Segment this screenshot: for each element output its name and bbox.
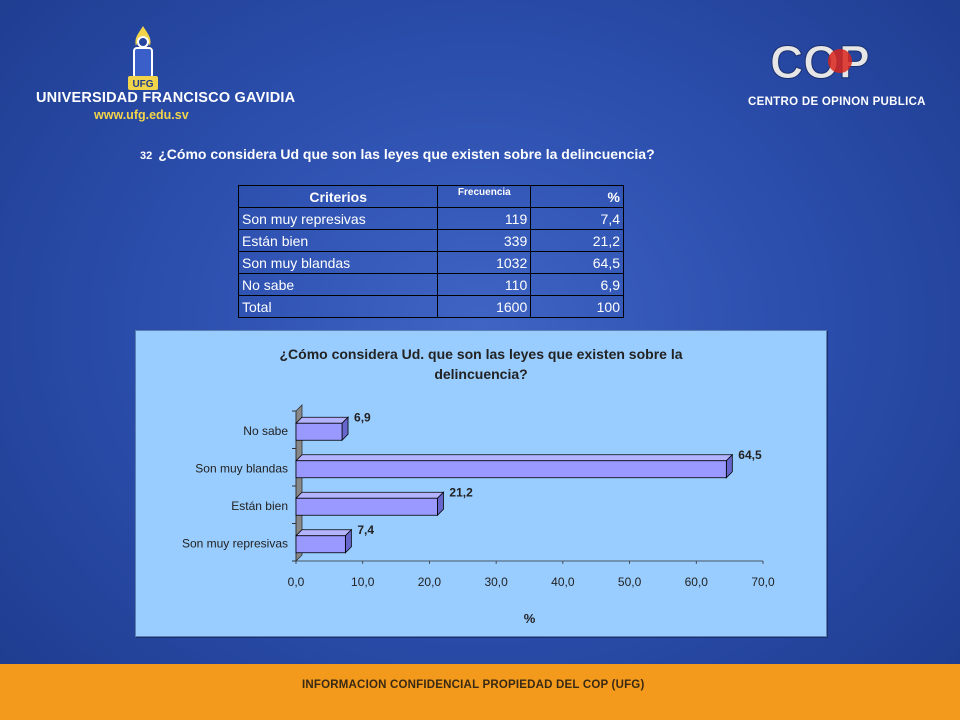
bar-value-label: 7,4 (357, 523, 374, 537)
ufg-emblem-icon: UFG (128, 26, 158, 90)
question-text: ¿Cómo considera Ud que son las leyes que… (158, 146, 655, 162)
table-row: Están bien 339 21,2 (237, 229, 624, 252)
row-pct: 100 (530, 295, 624, 318)
chart-title-line: ¿Cómo considera Ud. que son las leyes qu… (279, 346, 682, 362)
footer-text: INFORMACION CONFIDENCIAL PROPIEDAD DEL C… (302, 679, 645, 691)
row-pct: 64,5 (530, 251, 624, 274)
row-freq: 1600 (437, 295, 532, 318)
row-label: Son muy blandas (237, 251, 439, 274)
emblem-text: UFG (132, 79, 153, 90)
table-header-row: Criterios Frecuencia % (237, 185, 624, 208)
ufg-logo: UFG UNIVERSIDAD FRANCISCO GAVIDIA www.uf… (36, 24, 295, 134)
x-tick-label: 0,0 (288, 575, 305, 589)
bar (295, 535, 346, 554)
frequency-table: Criterios Frecuencia % Son muy represiva… (237, 185, 624, 318)
category-label: No sabe (243, 424, 288, 438)
header-frecuencia: Frecuencia (437, 185, 532, 208)
row-freq: 339 (437, 229, 532, 252)
cop-subtitle: CENTRO DE OPINON PUBLICA (748, 96, 926, 108)
question-number: 32 (140, 150, 153, 162)
university-url[interactable]: www.ufg.edu.sv (94, 108, 189, 122)
bar-value-label: 21,2 (449, 485, 473, 499)
footer-bar: INFORMACION CONFIDENCIAL PROPIEDAD DEL C… (0, 664, 960, 720)
row-pct: 7,4 (530, 207, 624, 230)
category-label: Son muy blandas (195, 461, 288, 475)
cop-wordmark-icon: COP (770, 36, 870, 86)
table-row: Son muy represivas 119 7,4 (237, 207, 624, 230)
bar-value-label: 6,9 (354, 410, 371, 424)
bar-top-face (295, 529, 353, 537)
bar-top-face (295, 491, 445, 499)
row-freq: 119 (437, 207, 532, 230)
row-label: Total (237, 295, 439, 318)
question-title: 32 ¿Cómo considera Ud que son las leyes q… (140, 146, 655, 162)
category-label: Están bien (231, 499, 288, 513)
x-tick-label: 50,0 (618, 575, 642, 589)
x-tick-label: 10,0 (351, 575, 375, 589)
university-name: UNIVERSIDAD FRANCISCO GAVIDIA (36, 90, 296, 106)
category-label: Son muy represivas (182, 536, 288, 550)
table-row: No sabe 110 6,9 (237, 273, 624, 296)
x-tick-label: 40,0 (551, 575, 575, 589)
bar-chart: ¿Cómo considera Ud. que son las leyes qu… (135, 330, 827, 637)
bar (295, 460, 727, 479)
header-porcentaje: % (530, 185, 624, 208)
header-criterios: Criterios (237, 185, 439, 208)
row-freq: 1032 (437, 251, 532, 274)
chart-title-line: delincuencia? (434, 366, 527, 382)
row-label: Están bien (237, 229, 439, 252)
x-axis-label: % (524, 611, 536, 626)
row-label: Son muy represivas (237, 207, 439, 230)
row-label: No sabe (237, 273, 439, 296)
row-pct: 21,2 (530, 229, 624, 252)
x-tick-label: 30,0 (484, 575, 508, 589)
bar (295, 497, 438, 516)
bar (295, 422, 343, 441)
cop-logo-text: COP (770, 36, 870, 86)
table-total-row: Total 1600 100 (237, 295, 624, 318)
row-freq: 110 (437, 273, 532, 296)
table-row: Son muy blandas 1032 64,5 (237, 251, 624, 274)
bar-value-label: 64,5 (738, 448, 762, 462)
bar-top-face (295, 454, 734, 462)
bar-chart-svg: ¿Cómo considera Ud. que son las leyes qu… (182, 346, 775, 626)
cop-logo: COP CENTRO DE OPINON PUBLICA (748, 36, 938, 116)
x-tick-label: 20,0 (418, 575, 442, 589)
x-tick-label: 60,0 (685, 575, 709, 589)
x-tick-label: 70,0 (751, 575, 775, 589)
row-pct: 6,9 (530, 273, 624, 296)
bar-top-face (295, 416, 349, 424)
